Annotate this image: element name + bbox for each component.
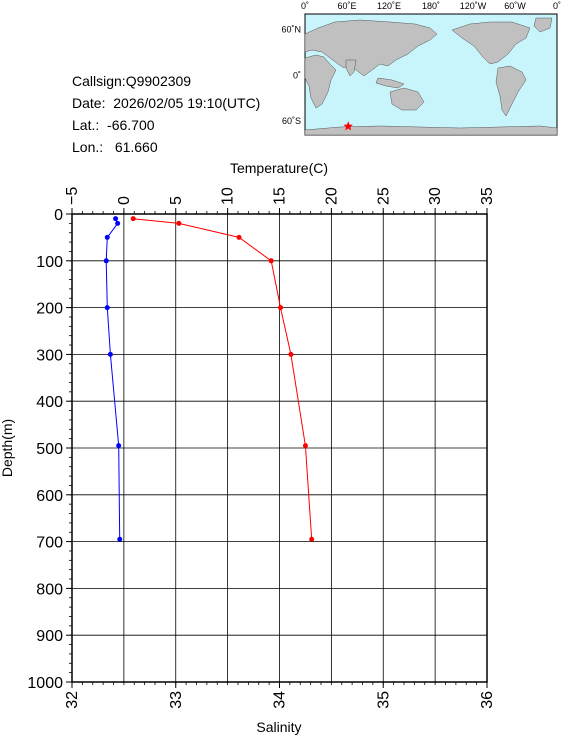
depth-tick-label: 300 xyxy=(36,347,63,364)
temperature-line xyxy=(133,218,313,540)
greenland-landmass xyxy=(533,17,553,33)
top-tick-label: 25 xyxy=(375,187,392,205)
lon-label: Lon.: xyxy=(72,139,104,155)
y-axis-label: Depth(m) xyxy=(0,419,15,477)
map-lat-label: 60˚S xyxy=(282,116,301,126)
antarctica-landmass xyxy=(304,125,558,136)
map-lon-label: 0˚ xyxy=(301,1,309,11)
date-row: Date: 2026/02/05 19:10(UTC) xyxy=(72,92,260,114)
station-marker-icon xyxy=(343,121,353,131)
map-lon-label: 180˚ xyxy=(422,1,440,11)
india-landmass xyxy=(345,59,357,77)
salinity-point xyxy=(104,305,110,311)
temperature-point xyxy=(268,258,274,264)
depth-tick-label: 200 xyxy=(36,301,63,318)
depth-tick-label: 500 xyxy=(36,441,63,458)
depth-tick-label: 400 xyxy=(36,394,63,411)
temperature-point xyxy=(176,220,182,226)
temperature-point xyxy=(309,536,315,542)
top-tick-label: 15 xyxy=(272,187,289,205)
lon-row: Lon.: 61.660 xyxy=(72,136,260,158)
lat-value: -66.700 xyxy=(107,117,155,133)
salinity-point xyxy=(113,216,119,222)
top-tick-label: 0 xyxy=(116,196,133,205)
world-map: 0˚ 60˚E 120˚E 180˚ 120˚W 60˚W 0˚ 60˚N 0˚ 60˚S xyxy=(281,1,561,136)
map-lat-label: 0˚ xyxy=(293,70,301,80)
date-value: 2026/02/05 19:10(UTC) xyxy=(113,95,261,111)
bottom-tick-label: 33 xyxy=(168,691,185,709)
north-america-landmass xyxy=(451,21,531,65)
lon-value: 61.660 xyxy=(114,139,158,155)
chart-series xyxy=(103,216,315,542)
eurasia-landmass xyxy=(304,19,438,77)
station-info: Callsign:Q9902309 Date: 2026/02/05 19:10… xyxy=(72,70,260,158)
top-tick-label: −5 xyxy=(64,187,81,205)
bottom-tick-label: 32 xyxy=(64,691,81,709)
south-america-landmass xyxy=(495,65,527,117)
map-land xyxy=(304,17,558,136)
temperature-point xyxy=(278,305,284,311)
depth-tick-label: 0 xyxy=(54,207,63,224)
map-lon-label: 60˚E xyxy=(337,1,356,11)
temperature-point xyxy=(288,351,294,357)
date-label: Date: xyxy=(72,95,106,111)
callsign-label: Callsign: xyxy=(72,73,126,89)
map-labels: 0˚ 60˚E 120˚E 180˚ 120˚W 60˚W 0˚ 60˚N 0˚ 60˚S xyxy=(281,1,561,126)
depth-tick-label: 100 xyxy=(36,254,63,271)
bottom-axis-label: Salinity xyxy=(256,719,301,735)
temperature-point xyxy=(236,234,242,240)
top-tick-label: 35 xyxy=(479,187,496,205)
salinity-point xyxy=(116,443,122,449)
top-axis-label: Temperature(C) xyxy=(230,160,328,176)
salinity-point xyxy=(104,234,110,240)
top-tick-label: 20 xyxy=(323,187,340,205)
salinity-point xyxy=(103,258,109,264)
salinity-line xyxy=(105,218,121,540)
bottom-tick-label: 36 xyxy=(479,691,496,709)
depth-tick-label: 600 xyxy=(36,488,63,505)
chart-grid xyxy=(71,213,488,683)
australia-landmass xyxy=(389,87,425,111)
lat-label: Lat.: xyxy=(72,117,100,133)
bottom-tick-label: 34 xyxy=(272,691,289,709)
bottom-tick-label: 35 xyxy=(375,691,392,709)
depth-tick-label: 700 xyxy=(36,535,63,552)
map-lon-label: 120˚E xyxy=(377,1,401,11)
depth-tick-label: 900 xyxy=(36,628,63,645)
top-tick-label: 5 xyxy=(168,196,185,205)
temperature-point xyxy=(302,443,308,449)
africa-landmass xyxy=(304,54,337,109)
salinity-point xyxy=(115,220,121,226)
map-lon-label: 60˚W xyxy=(504,1,526,11)
chart-ticks xyxy=(66,208,488,688)
map-lat-label: 60˚N xyxy=(281,24,301,34)
salinity-point xyxy=(107,351,113,357)
lat-row: Lat.: -66.700 xyxy=(72,114,260,136)
map-lon-label: 120˚W xyxy=(460,1,487,11)
indonesia-landmass xyxy=(375,77,405,89)
salinity-point xyxy=(117,536,123,542)
top-tick-label: 30 xyxy=(427,187,444,205)
depth-tick-label: 800 xyxy=(36,581,63,598)
top-tick-label: 10 xyxy=(220,187,237,205)
callsign-value: Q9902309 xyxy=(125,73,192,89)
map-lon-label: 0˚ xyxy=(553,1,561,11)
callsign-row: Callsign:Q9902309 xyxy=(72,70,260,92)
temperature-point xyxy=(130,216,136,222)
depth-tick-label: 1000 xyxy=(27,675,63,692)
